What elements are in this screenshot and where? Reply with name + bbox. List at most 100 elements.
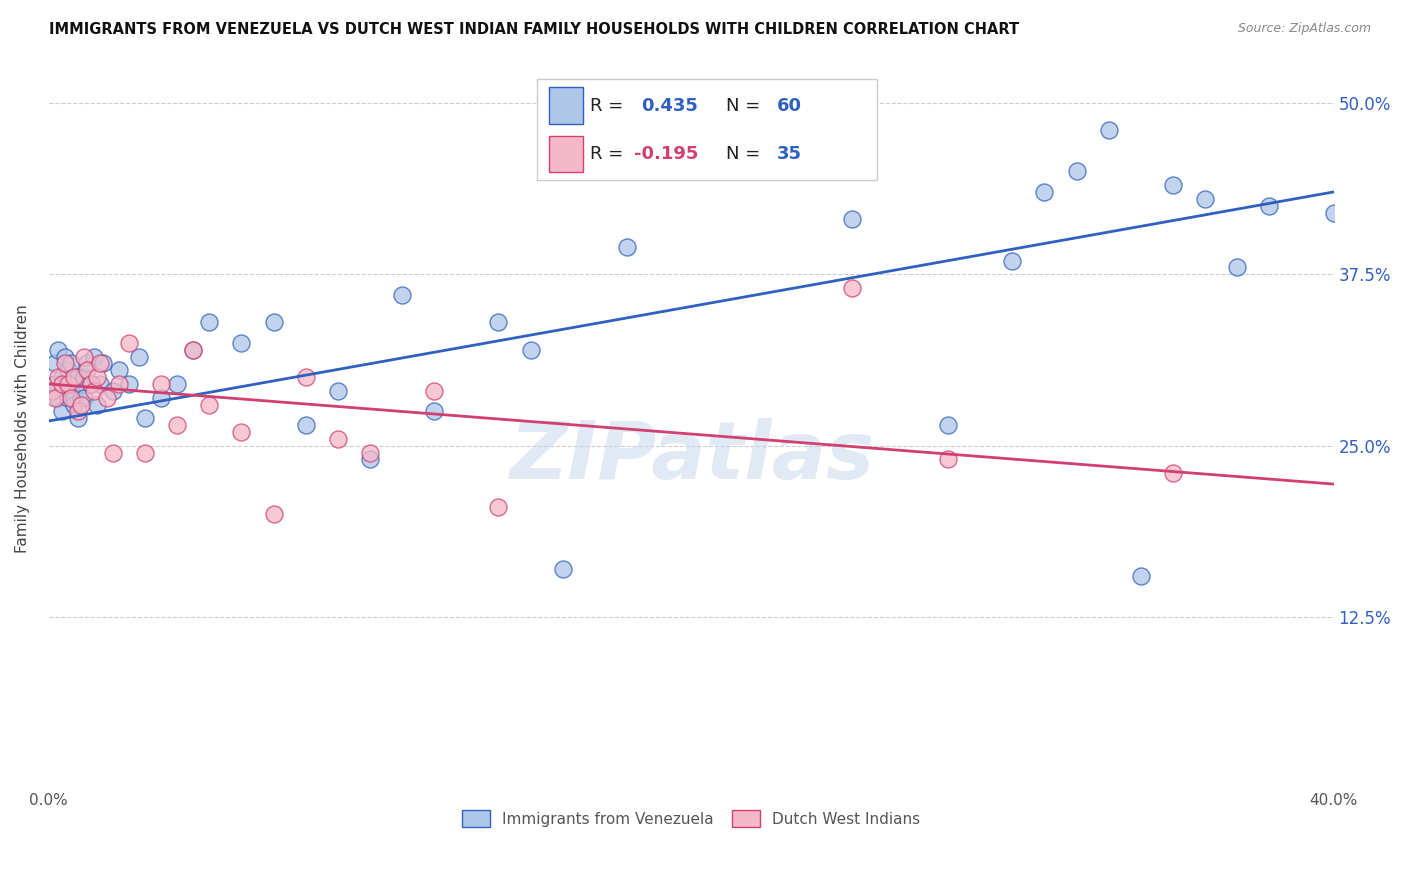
Point xyxy=(936,418,959,433)
Point xyxy=(73,391,96,405)
Point xyxy=(44,356,66,370)
Point xyxy=(391,288,413,302)
Point xyxy=(936,452,959,467)
Point xyxy=(51,370,73,384)
Point xyxy=(70,391,93,405)
Point xyxy=(1033,185,1056,199)
Point xyxy=(108,363,131,377)
Point xyxy=(63,391,86,405)
Point xyxy=(294,370,316,384)
Point xyxy=(79,376,101,391)
Point xyxy=(231,335,253,350)
Point xyxy=(118,335,141,350)
Point xyxy=(41,384,63,398)
Point xyxy=(1194,192,1216,206)
Point xyxy=(56,391,79,405)
Point xyxy=(48,343,70,357)
Point xyxy=(150,391,173,405)
Point xyxy=(423,404,446,418)
Point xyxy=(181,343,204,357)
Point xyxy=(101,445,124,459)
Point xyxy=(60,376,83,391)
Point xyxy=(326,432,349,446)
Point xyxy=(134,411,156,425)
Point xyxy=(48,370,70,384)
Point xyxy=(93,356,115,370)
Text: ZIPatlas: ZIPatlas xyxy=(509,418,873,496)
Point xyxy=(89,376,111,391)
Point xyxy=(1226,260,1249,275)
Point xyxy=(60,356,83,370)
Point xyxy=(486,315,509,329)
Point xyxy=(263,507,285,521)
Point xyxy=(150,376,173,391)
Point xyxy=(89,356,111,370)
Point xyxy=(198,398,221,412)
Point xyxy=(263,315,285,329)
Point xyxy=(41,384,63,398)
Point xyxy=(83,384,105,398)
Point xyxy=(86,370,108,384)
Text: Source: ZipAtlas.com: Source: ZipAtlas.com xyxy=(1237,22,1371,36)
Point xyxy=(96,391,118,405)
Point xyxy=(1098,123,1121,137)
Point xyxy=(66,404,89,418)
Point xyxy=(118,376,141,391)
Point xyxy=(108,376,131,391)
Point xyxy=(134,445,156,459)
Point xyxy=(76,356,98,370)
Point xyxy=(231,425,253,439)
Point xyxy=(44,376,66,391)
Point xyxy=(63,398,86,412)
Point xyxy=(181,343,204,357)
Point xyxy=(1066,164,1088,178)
Point xyxy=(56,363,79,377)
Point xyxy=(51,376,73,391)
Point xyxy=(423,384,446,398)
Point xyxy=(519,343,541,357)
Point xyxy=(48,391,70,405)
Point xyxy=(326,384,349,398)
Point xyxy=(76,363,98,377)
Point xyxy=(56,376,79,391)
Point xyxy=(359,452,381,467)
Point xyxy=(1161,178,1184,193)
Point xyxy=(66,370,89,384)
Point xyxy=(53,376,76,391)
Point xyxy=(841,281,863,295)
Point xyxy=(1001,253,1024,268)
Point xyxy=(73,370,96,384)
Point xyxy=(79,376,101,391)
Y-axis label: Family Households with Children: Family Households with Children xyxy=(15,304,30,553)
Point xyxy=(1322,205,1344,219)
Point xyxy=(60,391,83,405)
Point xyxy=(83,350,105,364)
Point xyxy=(166,376,188,391)
Point xyxy=(359,445,381,459)
Point xyxy=(128,350,150,364)
Point xyxy=(841,212,863,227)
Point xyxy=(44,391,66,405)
Point xyxy=(73,350,96,364)
Point xyxy=(681,151,703,165)
Point xyxy=(51,404,73,418)
Point xyxy=(551,562,574,576)
Point xyxy=(166,418,188,433)
Point xyxy=(70,376,93,391)
Point xyxy=(1129,569,1152,583)
Point xyxy=(1258,199,1281,213)
Point xyxy=(53,356,76,370)
Point xyxy=(1161,466,1184,480)
Point xyxy=(66,411,89,425)
Point xyxy=(101,384,124,398)
Point xyxy=(70,398,93,412)
Point xyxy=(294,418,316,433)
Point xyxy=(198,315,221,329)
Point xyxy=(63,370,86,384)
Point xyxy=(53,350,76,364)
Legend: Immigrants from Venezuela, Dutch West Indians: Immigrants from Venezuela, Dutch West In… xyxy=(454,802,928,835)
Point xyxy=(86,398,108,412)
Text: IMMIGRANTS FROM VENEZUELA VS DUTCH WEST INDIAN FAMILY HOUSEHOLDS WITH CHILDREN C: IMMIGRANTS FROM VENEZUELA VS DUTCH WEST … xyxy=(49,22,1019,37)
Point xyxy=(616,240,638,254)
Point xyxy=(486,500,509,515)
